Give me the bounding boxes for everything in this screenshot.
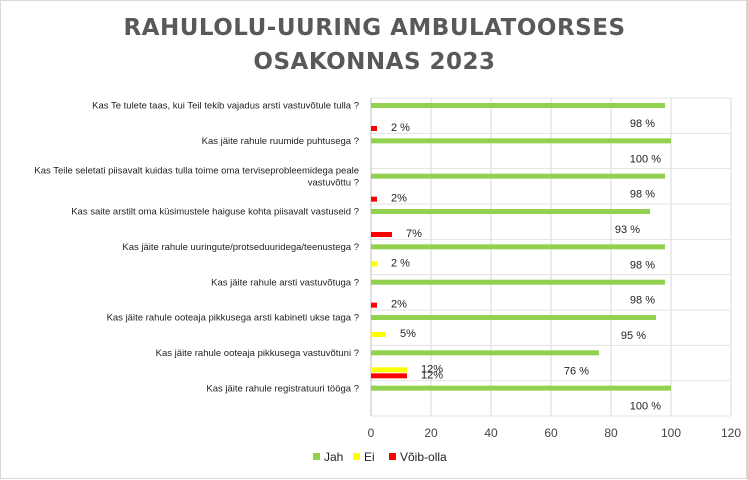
category-label: Kas jäite rahule uuringute/protseduuride… xyxy=(122,242,359,253)
category-label: vastuvõttu ? xyxy=(308,177,359,188)
data-label-ei: 5% xyxy=(400,328,416,340)
bar-jah-4 xyxy=(371,244,665,250)
x-tick-label: 120 xyxy=(721,426,741,440)
category-label: Kas Te tulete taas, kui Teil tekib vajad… xyxy=(92,101,359,112)
data-label-vibolla: 7% xyxy=(406,228,422,240)
legend-label: Jah xyxy=(324,450,343,464)
chart-title-line-2: OSAKONNAS 2023 xyxy=(253,49,496,75)
bar-jah-8 xyxy=(371,385,671,391)
data-label-jah: 95 % xyxy=(621,330,646,342)
x-tick-label: 20 xyxy=(424,426,438,440)
bar-vibolla-7 xyxy=(371,373,407,379)
category-label: Kas jäite rahule ruumide puhtusega ? xyxy=(202,136,359,147)
data-label-ei: 2 % xyxy=(391,257,410,269)
data-label-vibolla: 2% xyxy=(391,193,407,205)
category-label: Kas jäite rahule registratuuri tööga ? xyxy=(206,383,359,394)
bar-vibolla-0 xyxy=(371,126,377,131)
x-tick-label: 80 xyxy=(604,426,618,440)
legend-label: Ei xyxy=(364,450,375,464)
data-label-jah: 100 % xyxy=(630,401,661,413)
category-label: Kas jäite rahule arsti vastuvõtuga ? xyxy=(211,277,359,288)
bar-jah-1 xyxy=(371,138,671,144)
data-label-jah: 98 % xyxy=(630,295,655,307)
legend-swatch-ei xyxy=(353,453,360,460)
category-label: Kas saite arstilt oma küsimustele haigus… xyxy=(71,207,359,218)
legend-swatch-vibolla xyxy=(389,453,396,460)
data-label-ei: 12% xyxy=(421,363,443,375)
x-tick-label: 60 xyxy=(544,426,558,440)
bar-ei-4 xyxy=(371,261,377,267)
data-label-jah: 76 % xyxy=(564,365,589,377)
category-label: Kas jäite rahule ooteaja pikkusega arsti… xyxy=(107,313,359,324)
category-label: Kas jäite rahule ooteaja pikkusega vastu… xyxy=(156,348,359,359)
legend-swatch-jah xyxy=(313,453,320,460)
chart-title: RAHULOLU-UURING AMBULATOORSES OSAKONNAS … xyxy=(1,11,747,79)
x-tick-label: 0 xyxy=(368,426,375,440)
x-tick-label: 100 xyxy=(661,426,681,440)
bar-jah-2 xyxy=(371,173,665,179)
bar-ei-6 xyxy=(371,332,386,337)
bar-jah-6 xyxy=(371,315,656,320)
data-label-vibolla: 2 % xyxy=(391,122,410,134)
bar-jah-5 xyxy=(371,279,665,285)
data-label-jah: 98 % xyxy=(630,259,655,271)
data-label-jah: 98 % xyxy=(630,118,655,130)
bar-jah-3 xyxy=(371,209,650,214)
data-label-vibolla: 2% xyxy=(391,299,407,311)
category-label: Kas Teile seletati piisavalt kuidas tull… xyxy=(34,165,359,176)
legend-label: Võib-olla xyxy=(400,450,447,464)
data-label-vibolla: 12% xyxy=(421,369,443,381)
bar-jah-0 xyxy=(371,103,665,108)
x-tick-label: 40 xyxy=(484,426,498,440)
bar-vibolla-3 xyxy=(371,232,392,237)
data-label-jah: 93 % xyxy=(615,224,640,236)
bar-vibolla-5 xyxy=(371,302,377,308)
data-label-jah: 100 % xyxy=(630,153,661,165)
bar-jah-7 xyxy=(371,350,599,356)
data-label-jah: 98 % xyxy=(630,189,655,201)
bar-vibolla-2 xyxy=(371,196,377,202)
bar-ei-7 xyxy=(371,367,407,373)
chart-title-line-1: RAHULOLU-UURING AMBULATOORSES xyxy=(123,15,626,41)
